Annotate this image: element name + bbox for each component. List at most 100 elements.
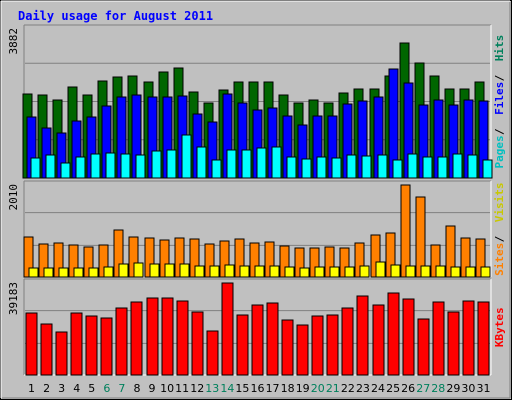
- kbytes-bar-kbytes-8: [130, 301, 143, 376]
- visits-sites-bar-sites-15: [239, 265, 250, 278]
- kbytes-bar-kbytes-25: [387, 292, 400, 376]
- visits-sites-bar-sites-24: [375, 261, 386, 278]
- kbytes-bar-kbytes-6: [100, 317, 113, 376]
- hits-files-pages-bar-pages-3: [60, 162, 71, 179]
- kbytes-bar-kbytes-3: [55, 331, 68, 376]
- visits-sites-side-label-separator: /: [493, 235, 506, 242]
- kbytes-bar-kbytes-15: [236, 314, 249, 376]
- kbytes-bar-kbytes-19: [296, 324, 309, 376]
- visits-sites-bar-sites-30: [465, 266, 476, 278]
- visits-sites-ymax-label: 2010: [7, 184, 20, 211]
- hits-files-pages-bar-pages-8: [135, 154, 146, 179]
- hits-files-pages-bar-pages-16: [256, 147, 267, 179]
- day-label-24: 24: [371, 382, 385, 395]
- hits-files-pages-bar-pages-19: [301, 158, 312, 179]
- kbytes-bar-kbytes-22: [341, 307, 354, 376]
- visits-sites-bar-sites-10: [164, 263, 175, 278]
- visits-sites-bar-sites-8: [133, 262, 144, 278]
- hits-files-pages-bar-pages-9: [151, 150, 162, 179]
- day-label-13: 13: [205, 382, 219, 395]
- visits-sites-bar-sites-1: [28, 267, 39, 278]
- kbytes-bar-kbytes-11: [176, 300, 189, 376]
- kbytes-bar-kbytes-9: [146, 297, 159, 376]
- kbytes-bar-kbytes-1: [25, 312, 38, 376]
- hits-files-pages-bar-pages-29: [452, 153, 463, 179]
- hits-files-pages-bar-pages-4: [75, 156, 86, 179]
- visits-sites-bar-sites-6: [103, 266, 114, 278]
- hits-files-pages-bar-pages-18: [286, 156, 297, 179]
- hits-files-pages-bar-pages-23: [361, 155, 372, 179]
- hits-files-pages-bar-pages-5: [90, 153, 101, 179]
- kbytes-bar-kbytes-20: [311, 315, 324, 376]
- visits-sites-side-label-visits: Visits: [493, 183, 506, 223]
- hits-files-pages-bar-pages-1: [30, 157, 41, 179]
- kbytes-bar-kbytes-23: [356, 295, 369, 376]
- hits-files-pages-bar-pages-30: [467, 154, 478, 179]
- kbytes-bar-kbytes-2: [40, 323, 53, 376]
- hits-files-pages-bar-pages-26: [407, 153, 418, 179]
- kbytes-bar-kbytes-13: [206, 330, 219, 376]
- kbytes-ymax-label: 39183: [7, 282, 20, 315]
- hits-files-pages-bar-pages-31: [482, 159, 493, 179]
- hits-files-pages-bar-pages-15: [241, 149, 252, 179]
- day-label-17: 17: [266, 382, 280, 395]
- day-label-30: 30: [461, 382, 475, 395]
- day-label-26: 26: [401, 382, 415, 395]
- visits-sites-bar-sites-13: [209, 265, 220, 278]
- day-label-7: 7: [118, 382, 125, 395]
- kbytes-bar-kbytes-28: [432, 301, 445, 376]
- visits-sites-bar-sites-23: [359, 265, 370, 278]
- visits-sites-bar-sites-29: [450, 266, 461, 278]
- visits-sites-bar-sites-21: [329, 266, 340, 278]
- day-label-14: 14: [220, 382, 234, 395]
- chart-title: Daily usage for August 2011: [18, 9, 213, 23]
- visits-sites-bar-sites-25: [390, 264, 401, 278]
- day-label-5: 5: [88, 382, 95, 395]
- day-label-25: 25: [386, 382, 400, 395]
- visits-sites-bar-sites-2: [43, 267, 54, 278]
- kbytes-bar-kbytes-30: [462, 300, 475, 376]
- day-label-9: 9: [149, 382, 156, 395]
- hits-files-pages-bar-pages-2: [45, 154, 56, 179]
- day-label-12: 12: [190, 382, 204, 395]
- day-label-29: 29: [446, 382, 460, 395]
- day-label-22: 22: [341, 382, 355, 395]
- visits-sites-bar-sites-19: [299, 267, 310, 278]
- day-label-3: 3: [58, 382, 65, 395]
- day-label-8: 8: [133, 382, 140, 395]
- visits-sites-bar-sites-26: [405, 265, 416, 278]
- kbytes-bar-kbytes-24: [372, 304, 385, 376]
- kbytes-bar-kbytes-5: [85, 315, 98, 376]
- visits-sites-bar-sites-16: [254, 265, 265, 278]
- visits-sites-bar-sites-3: [58, 267, 69, 278]
- day-label-10: 10: [160, 382, 174, 395]
- kbytes-bar-kbytes-29: [447, 311, 460, 376]
- day-label-27: 27: [416, 382, 430, 395]
- hits-files-pages-bar-pages-25: [392, 159, 403, 179]
- day-label-11: 11: [175, 382, 189, 395]
- kbytes-bar-kbytes-21: [326, 314, 339, 376]
- visits-sites-bar-sites-5: [88, 267, 99, 278]
- visits-sites-bar-sites-14: [224, 264, 235, 278]
- visits-sites-bar-sites-9: [149, 263, 160, 278]
- visits-sites-bar-visits-26: [400, 184, 411, 278]
- hits-files-pages-bar-pages-27: [422, 156, 433, 179]
- hits-files-pages-bar-pages-28: [437, 156, 448, 179]
- day-label-23: 23: [356, 382, 370, 395]
- hits-files-pages-ymax-label: 3882: [7, 28, 20, 55]
- kbytes-bar-kbytes-31: [477, 301, 490, 376]
- kbytes-bar-kbytes-7: [115, 307, 128, 376]
- visits-sites-bar-sites-12: [194, 265, 205, 278]
- day-label-16: 16: [251, 382, 265, 395]
- day-label-15: 15: [235, 382, 249, 395]
- visits-sites-bar-sites-17: [269, 265, 280, 278]
- kbytes-bar-kbytes-27: [417, 318, 430, 376]
- hits-files-pages-bar-pages-17: [271, 146, 282, 179]
- kbytes-bar-kbytes-26: [402, 298, 415, 376]
- day-label-18: 18: [281, 382, 295, 395]
- visits-sites-bar-sites-20: [314, 266, 325, 278]
- hits-files-pages-bar-pages-13: [211, 159, 222, 179]
- visits-sites-bar-sites-31: [480, 266, 491, 278]
- kbytes-bar-kbytes-4: [70, 312, 83, 376]
